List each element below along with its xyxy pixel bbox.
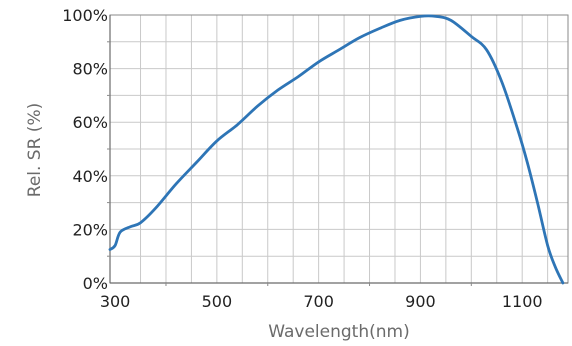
tick-labels: 0% 20% 40% 60% 80% 100% 300 500 700 900 1100: [62, 6, 542, 311]
y-tick-label: 40%: [72, 167, 108, 186]
series-line-0: [108, 14, 565, 285]
y-tick-label: 100%: [62, 6, 108, 25]
y-tick-label: 60%: [72, 113, 108, 132]
y-tick-label: 20%: [72, 220, 108, 239]
series-layer: [108, 14, 565, 285]
x-tick-label: 1100: [502, 292, 543, 311]
grid: [110, 15, 568, 283]
y-tick-label: 80%: [72, 60, 108, 79]
axes: [107, 14, 569, 286]
x-tick-label: 500: [202, 292, 233, 311]
y-axis-title: Rel. SR (%): [25, 103, 45, 197]
x-tick-label: 700: [303, 292, 334, 311]
x-axis-title: Wavelength(nm): [268, 322, 409, 342]
x-tick-label: 900: [405, 292, 436, 311]
x-tick-label: 300: [100, 292, 131, 311]
y-tick-label: 0%: [83, 274, 108, 293]
